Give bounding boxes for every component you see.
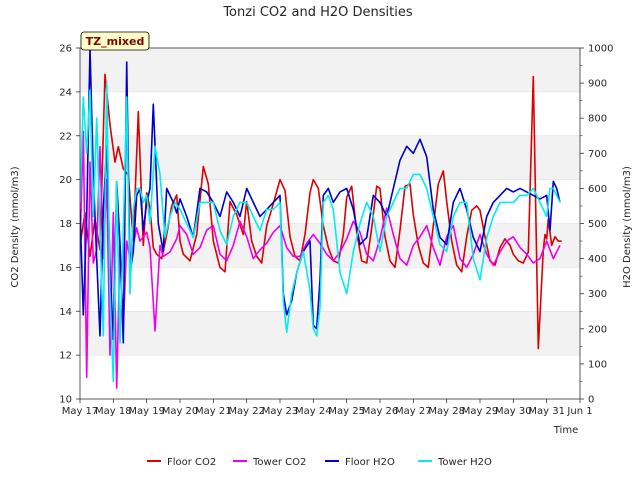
y-left-tick-label: 10: [59, 395, 72, 406]
legend: Floor CO2 Tower CO2 Floor H2O Tower H2O: [147, 457, 492, 468]
y-axis-right: 0 100 200 300 400 500 600 700 800 900 1000: [580, 44, 613, 406]
y-right-tick-label: 800: [588, 114, 607, 125]
x-tick-label: May 29: [462, 406, 499, 417]
y-right-tick-label: 100: [588, 359, 607, 370]
legend-tower-h2o-label: Tower H2O: [437, 457, 492, 468]
y-axis-label-left: CO2 Density (mmol/m3): [10, 166, 21, 287]
y-left-tick-label: 16: [59, 263, 72, 274]
y-right-tick-label: 400: [588, 254, 607, 265]
series-layer: [80, 48, 562, 389]
background-band: [80, 311, 580, 356]
x-tick-label: May 28: [428, 406, 465, 417]
x-tick-label: May 30: [495, 406, 532, 417]
y-left-tick-label: 18: [59, 219, 72, 230]
y-left-tick-label: 20: [59, 175, 72, 186]
background-band: [80, 135, 580, 180]
y-right-tick-label: 1000: [588, 44, 613, 55]
site-badge-label: TZ_mixed: [86, 35, 145, 48]
y-left-tick-label: 22: [59, 131, 72, 142]
y-right-tick-label: 500: [588, 219, 607, 230]
x-tick-label: May 25: [328, 406, 365, 417]
y-right-tick-label: 300: [588, 289, 607, 300]
y-left-tick-label: 14: [59, 307, 72, 318]
chart-title: Tonzi CO2 and H2O Densities: [222, 5, 413, 20]
x-tick-label: May 27: [395, 406, 432, 417]
site-badge: TZ_mixed: [80, 31, 150, 51]
legend-tower-co2-label: Tower CO2: [252, 457, 306, 468]
background-band: [80, 223, 580, 268]
y-left-tick-label: 26: [59, 44, 72, 55]
y-left-tick-label: 24: [59, 87, 72, 98]
x-tick-label: May 21: [195, 406, 232, 417]
y-right-tick-label: 600: [588, 184, 607, 195]
x-tick-label: May 17: [62, 406, 99, 417]
x-tick-label: May 20: [162, 406, 199, 417]
site-badge-box: [80, 31, 150, 51]
y-right-tick-label: 0: [588, 395, 594, 406]
y-right-tick-label: 700: [588, 149, 607, 160]
y-axis-left: 10 12 14 16 18 20 22 24 26: [59, 44, 80, 406]
legend-floor-h2o-label: Floor H2O: [345, 457, 395, 468]
x-tick-label: May 22: [228, 406, 265, 417]
background-band: [80, 48, 580, 92]
y-left-tick-label: 12: [59, 351, 72, 362]
y-right-tick-label: 200: [588, 324, 607, 335]
background-bands: [80, 47, 580, 400]
x-tick-label: May 26: [362, 406, 399, 417]
x-tick-label: May 24: [295, 406, 332, 417]
y-right-tick-label: 900: [588, 79, 607, 90]
legend-floor-co2-label: Floor CO2: [167, 457, 216, 468]
x-tick-label: May 31: [528, 406, 565, 417]
series-line-tower-h2o: [80, 82, 561, 383]
x-axis-label: Time: [553, 425, 578, 436]
x-tick-label: May 19: [128, 406, 165, 417]
x-tick-label: May 23: [262, 406, 299, 417]
x-tick-label: May 18: [95, 406, 132, 417]
x-tick-label: Jun 1: [566, 406, 592, 417]
y-axis-label-right: H2O Density (mmol/m3): [622, 166, 633, 288]
